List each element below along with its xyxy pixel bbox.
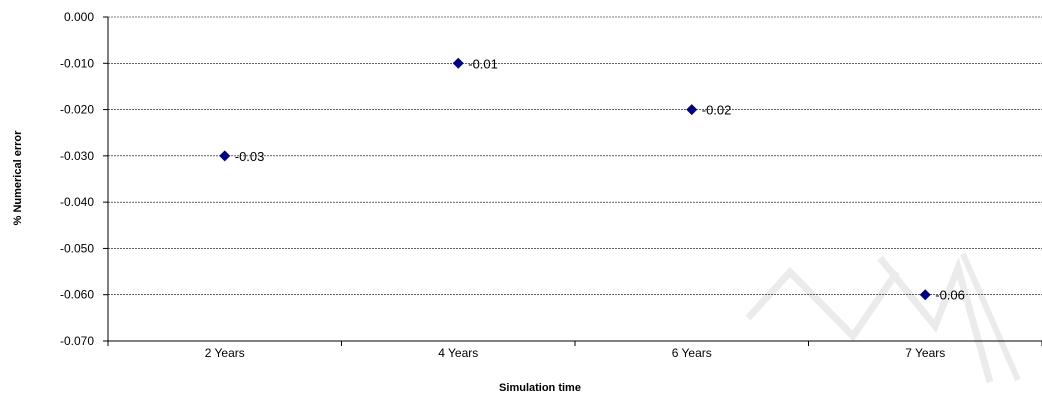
x-tick-label: 2 Years [205, 346, 245, 360]
data-point [452, 57, 464, 69]
data-labels: -0.03 -0.01 -0.02 -0.06 [235, 56, 965, 302]
grid-lines [108, 16, 1042, 296]
data-points [219, 57, 931, 301]
y-tick-label: -0.040 [60, 195, 94, 209]
data-label: -0.01 [468, 56, 498, 71]
data-label: -0.03 [235, 149, 265, 164]
x-tick-label: 7 Years [905, 346, 945, 360]
y-tick-label: -0.060 [60, 288, 94, 302]
y-tick-label: -0.050 [60, 241, 94, 255]
y-axis-title: % Numerical error [12, 130, 24, 225]
y-tick-label: 0.000 [64, 10, 94, 24]
y-tick-label: -0.020 [60, 103, 94, 117]
y-tick-labels: 0.000 -0.010 -0.020 -0.030 -0.040 -0.050 -0.06… [60, 10, 94, 348]
x-tick-labels: 2 Years 4 Years 6 Years 7 Years [205, 346, 946, 360]
data-label: -0.06 [935, 288, 965, 303]
data-point [919, 289, 931, 301]
y-tick-label: -0.030 [60, 149, 94, 163]
data-label: -0.02 [702, 103, 732, 118]
x-axis-title: Simulation time [499, 382, 581, 394]
data-point [219, 150, 231, 162]
y-tick-label: -0.070 [60, 334, 94, 348]
axes [103, 16, 1042, 346]
x-tick-label: 6 Years [672, 346, 712, 360]
y-tick-label: -0.010 [60, 56, 94, 70]
x-tick-label: 4 Years [438, 346, 478, 360]
watermark [745, 252, 1021, 383]
data-point [686, 104, 698, 116]
